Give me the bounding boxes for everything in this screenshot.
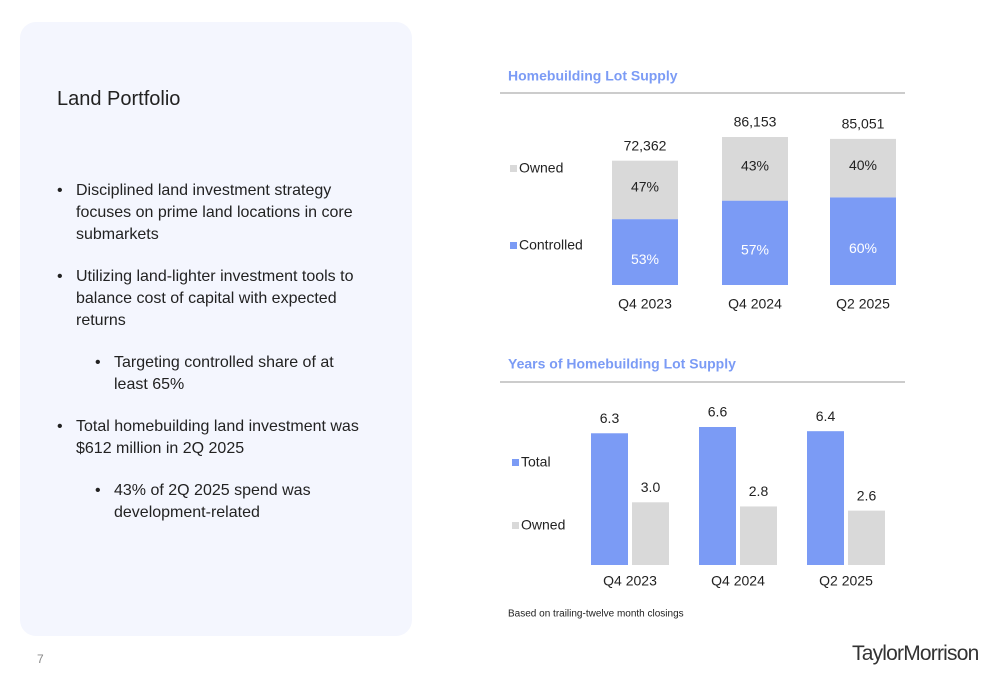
x-tick-label: Q4 2023 — [618, 296, 672, 312]
data-label: 40% — [849, 157, 877, 173]
bullet-list: Disciplined land investment strategy foc… — [57, 180, 387, 544]
bar-segment — [830, 197, 896, 285]
bar — [632, 502, 669, 565]
total-label: 85,051 — [842, 116, 885, 132]
bar — [848, 510, 885, 565]
legend-label: Controlled — [519, 237, 583, 253]
x-tick-label: Q4 2024 — [711, 573, 765, 589]
data-label: 43% — [741, 158, 769, 174]
x-tick-label: Q2 2025 — [819, 573, 873, 589]
x-tick-label: Q4 2024 — [728, 296, 782, 312]
x-tick-label: Q4 2023 — [603, 573, 657, 589]
data-label: 6.3 — [600, 410, 620, 426]
data-label: 6.4 — [816, 408, 836, 424]
data-label: 57% — [741, 242, 769, 258]
bullet: 43% of 2Q 2025 spend was development-rel… — [57, 480, 364, 524]
bullet: Total homebuilding land investment was $… — [57, 416, 376, 460]
logo: TaylorMorrison — [852, 642, 979, 665]
bar-segment — [722, 200, 788, 285]
bullet: Targeting controlled share of at least 6… — [57, 352, 364, 396]
legend-swatch — [510, 242, 517, 249]
bar — [740, 506, 777, 565]
total-label: 72,362 — [624, 137, 667, 153]
legend-label: Owned — [521, 517, 565, 533]
legend-label: Owned — [519, 160, 563, 176]
bar-segment — [612, 219, 678, 285]
bar — [807, 431, 844, 565]
data-label: 6.6 — [708, 404, 728, 420]
data-label: 53% — [631, 251, 659, 267]
legend-swatch — [512, 459, 519, 466]
bar-segment — [612, 160, 678, 220]
legend-swatch — [512, 522, 519, 529]
x-tick-label: Q2 2025 — [836, 296, 890, 312]
data-label: 60% — [849, 240, 877, 256]
bar-segment — [722, 137, 788, 201]
data-label: 47% — [631, 179, 659, 195]
bar — [699, 427, 736, 565]
legend-label: Total — [521, 454, 551, 470]
total-label: 86,153 — [734, 114, 777, 130]
data-label: 2.6 — [857, 487, 877, 503]
footnote: Based on trailing-twelve month closings — [508, 609, 684, 620]
slide-title: Land Portfolio — [57, 88, 181, 110]
chart-title: Homebuilding Lot Supply — [508, 68, 678, 84]
legend-swatch — [510, 165, 517, 172]
data-label: 2.8 — [749, 483, 769, 499]
chart-title: Years of Homebuilding Lot Supply — [508, 356, 736, 372]
bullet: Utilizing land-lighter investment tools … — [57, 266, 376, 332]
page-number: 7 — [37, 652, 44, 666]
bullet: Disciplined land investment strategy foc… — [57, 180, 376, 246]
bar-segment — [830, 138, 896, 198]
bar — [591, 433, 628, 565]
data-label: 3.0 — [641, 479, 661, 495]
